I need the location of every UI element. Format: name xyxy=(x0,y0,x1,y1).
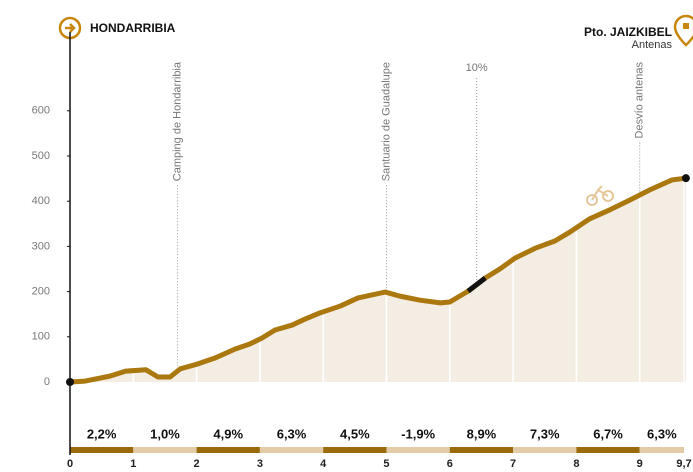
slope-band xyxy=(513,447,577,453)
frame xyxy=(591,185,609,201)
area xyxy=(70,178,686,382)
y-tick-label: 100 xyxy=(32,331,50,343)
x-tick-label: 4 xyxy=(320,458,327,470)
y-tick-label: 400 xyxy=(32,195,50,207)
x-tick-label: 6 xyxy=(447,458,453,470)
y-tick-label: 300 xyxy=(32,240,50,252)
y-tick-label: 200 xyxy=(32,286,50,298)
x-tick-label: 0 xyxy=(67,458,73,470)
wheel xyxy=(586,194,598,206)
end-point xyxy=(681,174,690,183)
slope-label: 4,5% xyxy=(340,426,370,441)
landmark-label: Camping de Hondarribia xyxy=(172,61,184,181)
landmark-label: Santuario de Guadalupe xyxy=(380,62,392,181)
slope-band xyxy=(323,447,387,453)
slope-band xyxy=(259,447,324,453)
slope-label: 6,3% xyxy=(277,426,307,441)
end-icon xyxy=(673,14,693,47)
y-tick-label: 500 xyxy=(32,150,50,162)
slope-label: -1,9% xyxy=(401,426,435,441)
slope-label: 6,7% xyxy=(593,426,623,441)
landmark-label: Desvío antenas xyxy=(634,62,646,139)
x-tick-label: 3 xyxy=(257,458,263,470)
x-tick-label: 8 xyxy=(573,458,579,470)
end-label: Pto. JAIZKIBEL xyxy=(584,25,672,39)
start-label: HONDARRIBIA xyxy=(90,21,176,35)
slope-band xyxy=(576,447,640,453)
x-tick-label: 9,7 xyxy=(676,458,691,470)
end-sublabel: Antenas xyxy=(632,39,673,51)
y-tick-label: 600 xyxy=(32,105,50,117)
slope-label: 6,3% xyxy=(647,426,677,441)
slope-band xyxy=(386,447,450,453)
y-tick-label: 0 xyxy=(44,376,50,388)
x-tick-label: 5 xyxy=(383,458,389,470)
x-tick-label: 1 xyxy=(130,458,136,470)
x-tick-label: 2 xyxy=(194,458,200,470)
slope-band xyxy=(133,447,197,453)
profile-line xyxy=(69,175,687,385)
end-icon-dot xyxy=(683,23,689,29)
x-tick-label: 9 xyxy=(637,458,643,470)
start-point xyxy=(66,378,74,386)
slope-band xyxy=(639,447,684,453)
slope-label: 8,9% xyxy=(467,426,497,441)
wheel xyxy=(602,190,614,202)
slope-band xyxy=(196,447,260,453)
cyclist-icon xyxy=(586,185,614,206)
slope-label: 7,3% xyxy=(530,426,560,441)
start-icon-arrow xyxy=(65,23,76,33)
slope-label: 1,0% xyxy=(150,426,180,441)
x-tick-label: 7 xyxy=(510,458,516,470)
slope-band xyxy=(70,447,134,453)
steep-label: 10% xyxy=(466,62,488,74)
slope-band xyxy=(449,447,514,453)
slope-label: 4,9% xyxy=(213,426,243,441)
slope-label: 2,2% xyxy=(87,426,117,441)
steep-section xyxy=(466,276,487,294)
